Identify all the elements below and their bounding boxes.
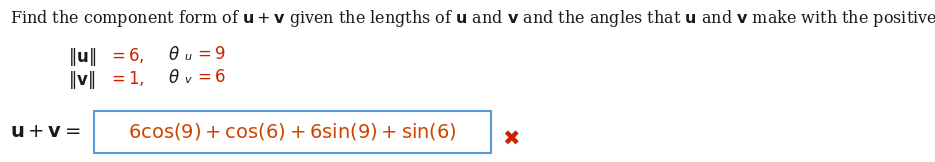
Text: $= 9$: $= 9$ bbox=[194, 46, 225, 63]
Text: $\|\mathbf{v}\|$: $\|\mathbf{v}\|$ bbox=[68, 69, 95, 91]
Text: $u$: $u$ bbox=[184, 52, 193, 62]
Text: $v$: $v$ bbox=[184, 75, 193, 85]
Text: ✖: ✖ bbox=[502, 130, 520, 150]
Text: $= 6,$: $= 6,$ bbox=[108, 46, 145, 65]
Text: $= 6$: $= 6$ bbox=[194, 69, 226, 86]
Text: $\theta$: $\theta$ bbox=[168, 46, 180, 64]
Text: $\theta$: $\theta$ bbox=[168, 69, 180, 87]
Text: Find the component form of $\mathbf{u} + \mathbf{v}$ given the lengths of $\math: Find the component form of $\mathbf{u} +… bbox=[10, 8, 935, 29]
Text: $\|\mathbf{u}\|$: $\|\mathbf{u}\|$ bbox=[68, 46, 96, 68]
Text: $\mathbf{u} + \mathbf{v} =$: $\mathbf{u} + \mathbf{v} =$ bbox=[10, 123, 80, 141]
Text: $= 1,$: $= 1,$ bbox=[108, 69, 145, 88]
Text: $6\cos(9) + \cos(6) + 6\sin(9) + \sin(6)$: $6\cos(9) + \cos(6) + 6\sin(9) + \sin(6)… bbox=[128, 122, 457, 143]
FancyBboxPatch shape bbox=[94, 111, 491, 153]
